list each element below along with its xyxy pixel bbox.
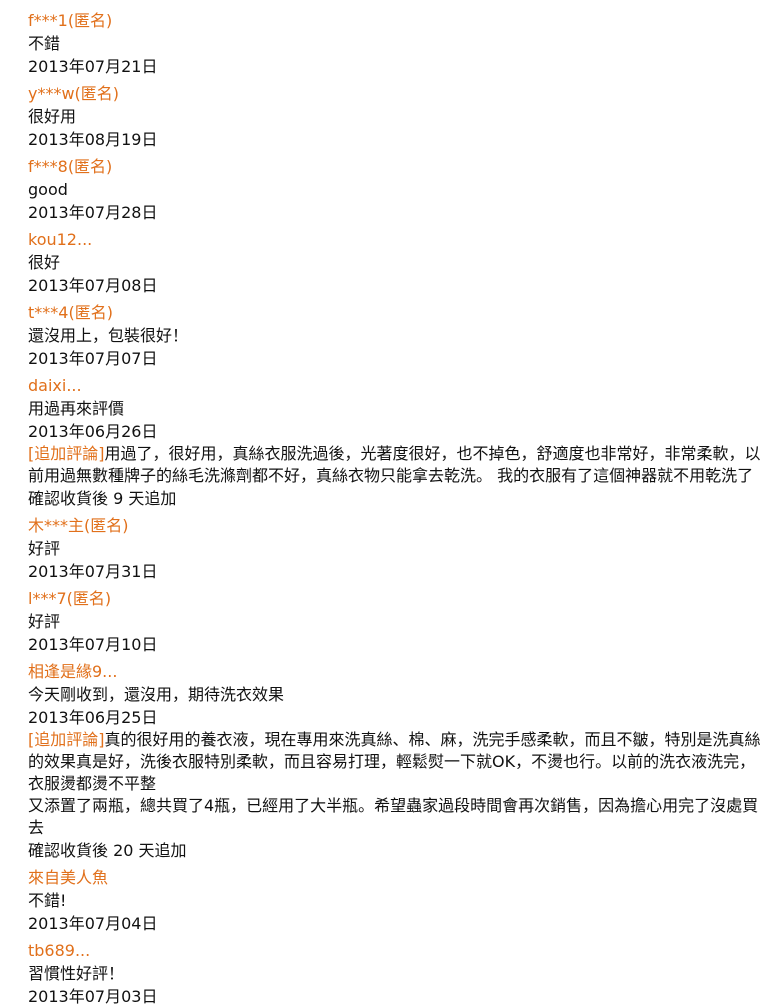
review-date: 2013年07月21日 [28, 57, 158, 76]
reviewer-name[interactable]: 木***主(匿名) [28, 516, 129, 535]
review-item: l***7(匿名) 好評 2013年07月10日 [28, 587, 764, 656]
review-date: 2013年07月03日 [28, 987, 158, 1006]
followup-text: 真的很好用的養衣液，現在專用來洗真絲、棉、麻，洗完手感柔軟，而且不皺，特別是洗真… [28, 730, 761, 837]
review-text: 很好 [28, 253, 61, 272]
reviewer-name[interactable]: daixi... [28, 376, 82, 395]
followup-meta: 確認收貨後 9 天追加 [28, 489, 177, 508]
reviewer-name[interactable]: 來自美人魚 [28, 868, 109, 887]
review-date: 2013年07月04日 [28, 914, 158, 933]
review-item: daixi... 用過再來評價 2013年06月26日 [追加評論]用過了，很好用，真… [28, 374, 764, 510]
review-item: 木***主(匿名) 好評 2013年07月31日 [28, 514, 764, 583]
followup-tag: [追加評論] [28, 730, 105, 749]
followup-tag: [追加評論] [28, 444, 105, 463]
review-item: 相逢是緣9... 今天剛收到，還沒用，期待洗衣效果 2013年06月25日 [追加評論… [28, 660, 764, 862]
review-text: 還沒用上，包裝很好！ [28, 326, 189, 345]
review-text: 不錯! [28, 891, 67, 910]
review-text: good [28, 180, 68, 199]
reviewer-name[interactable]: 相逢是緣9... [28, 662, 118, 681]
reviewer-name[interactable]: y***w(匿名) [28, 84, 120, 103]
reviewer-name[interactable]: tb689... [28, 941, 91, 960]
reviewer-name[interactable]: l***7(匿名) [28, 589, 112, 608]
review-item: f***1(匿名) 不錯 2013年07月21日 [28, 9, 764, 78]
followup-review: [追加評論]用過了，很好用，真絲衣服洗過後，光著度很好，也不掉色，舒適度也非常好… [28, 443, 764, 487]
review-text: 好評 [28, 612, 61, 631]
followup-review: [追加評論]真的很好用的養衣液，現在專用來洗真絲、棉、麻，洗完手感柔軟，而且不皺… [28, 729, 764, 839]
reviewer-name[interactable]: f***8(匿名) [28, 157, 113, 176]
review-date: 2013年08月19日 [28, 130, 158, 149]
review-date: 2013年06月25日 [28, 708, 158, 727]
reviewer-name[interactable]: t***4(匿名) [28, 303, 113, 322]
review-text: 習慣性好評！ [28, 964, 125, 983]
followup-meta: 確認收貨後 20 天追加 [28, 841, 187, 860]
review-text: 不錯 [28, 34, 61, 53]
review-date: 2013年07月08日 [28, 276, 158, 295]
review-item: tb689... 習慣性好評！ 2013年07月03日 [28, 939, 764, 1008]
review-date: 2013年07月10日 [28, 635, 158, 654]
review-item: 來自美人魚不錯! 2013年07月04日 [28, 866, 764, 935]
review-item: kou12... 很好 2013年07月08日 [28, 228, 764, 297]
review-date: 2013年06月26日 [28, 422, 158, 441]
reviewer-name[interactable]: kou12... [28, 230, 93, 249]
followup-text: 用過了，很好用，真絲衣服洗過後，光著度很好，也不掉色，舒適度也非常好，非常柔軟，… [28, 444, 761, 485]
review-date: 2013年07月31日 [28, 562, 158, 581]
review-item: f***8(匿名) good 2013年07月28日 [28, 155, 764, 224]
reviewer-name[interactable]: f***1(匿名) [28, 11, 113, 30]
review-text: 今天剛收到，還沒用，期待洗衣效果 [28, 685, 285, 704]
review-text: 很好用 [28, 107, 77, 126]
review-text: 用過再來評價 [28, 399, 125, 418]
review-item: y***w(匿名) 很好用 2013年08月19日 [28, 82, 764, 151]
review-item: t***4(匿名) 還沒用上，包裝很好！ 2013年07月07日 [28, 301, 764, 370]
review-list: f***1(匿名) 不錯 2013年07月21日 y***w(匿名) 很好用 2013年0… [28, 9, 764, 1008]
review-date: 2013年07月28日 [28, 203, 158, 222]
review-text: 好評 [28, 539, 61, 558]
review-date: 2013年07月07日 [28, 349, 158, 368]
